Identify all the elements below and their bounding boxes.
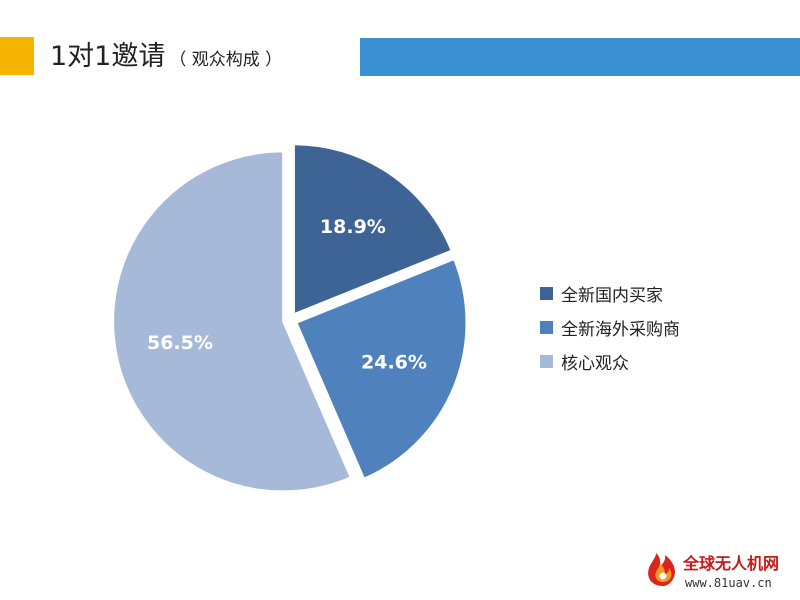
title-subtitle: （ 观众构成 ） bbox=[169, 50, 283, 70]
chart-legend: 全新国内买家 全新海外采购商 核心观众 bbox=[540, 276, 680, 378]
legend-item-2: 全新海外采购商 bbox=[540, 310, 680, 344]
flame-logo-icon bbox=[648, 553, 675, 586]
legend-swatch-1 bbox=[540, 286, 553, 300]
pie-slice-1 bbox=[292, 143, 453, 316]
legend-swatch-3 bbox=[540, 354, 553, 368]
title-accent-block bbox=[0, 37, 34, 75]
pie-slice-3 bbox=[112, 150, 352, 493]
pie-slice-label-3: 56.5% bbox=[147, 332, 213, 354]
legend-label-2: 全新海外采购商 bbox=[561, 319, 680, 340]
pie-slice-label-2: 24.6% bbox=[361, 352, 427, 374]
watermark: 全球无人机网 www.81uav.cn bbox=[643, 548, 800, 596]
title-main: 1对1邀请 bbox=[50, 41, 166, 72]
legend-swatch-2 bbox=[540, 320, 553, 334]
watermark-name: 全球无人机网 bbox=[683, 554, 780, 573]
legend-item-3: 核心观众 bbox=[540, 344, 680, 378]
watermark-url: www.81uav.cn bbox=[685, 576, 772, 590]
pie-slice-2 bbox=[295, 257, 468, 480]
page-title: 1对1邀请（ 观众构成 ） bbox=[50, 38, 282, 76]
pie-slice-label-1: 18.9% bbox=[320, 216, 386, 238]
title-bar bbox=[360, 38, 800, 76]
legend-label-3: 核心观众 bbox=[561, 353, 629, 374]
legend-label-1: 全新国内买家 bbox=[561, 285, 663, 306]
legend-item-1: 全新国内买家 bbox=[540, 276, 680, 310]
